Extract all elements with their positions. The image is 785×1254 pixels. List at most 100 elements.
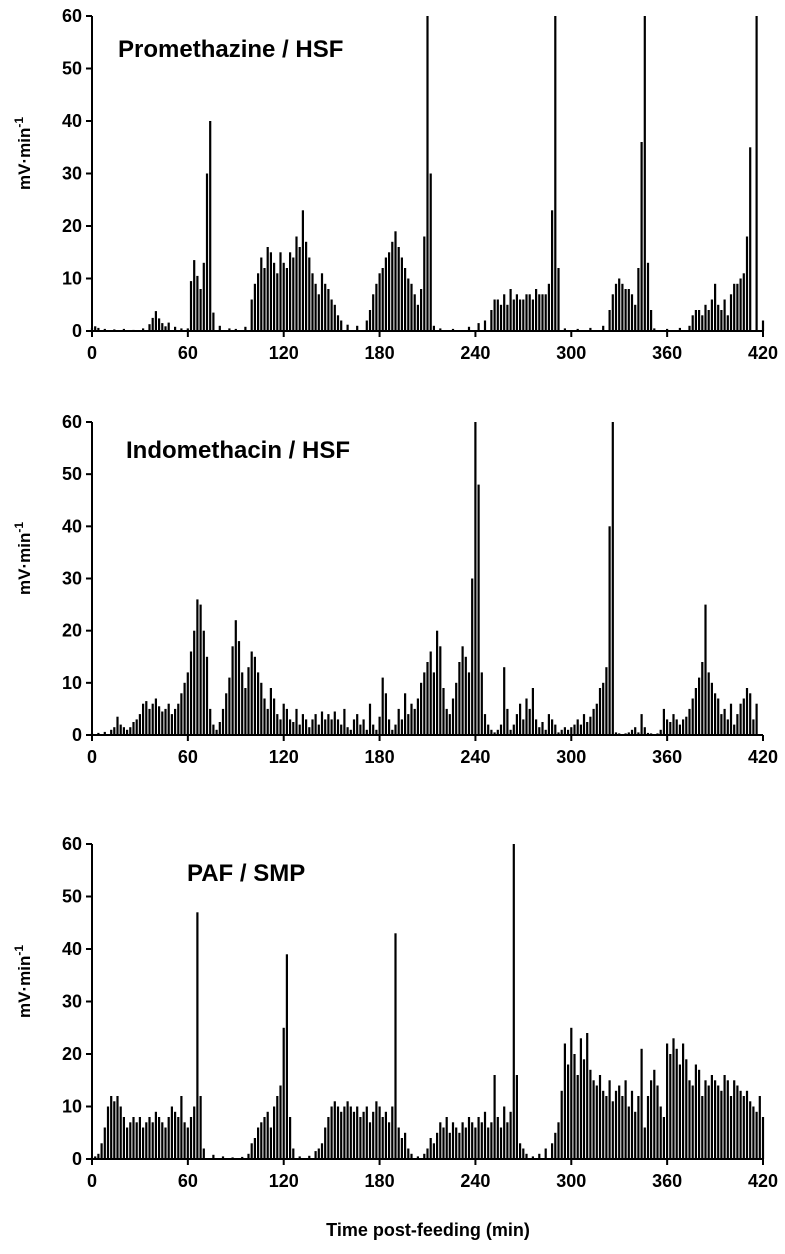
bar: [407, 278, 410, 331]
bar: [579, 724, 582, 735]
y-tick-label: 40: [62, 516, 82, 536]
y-tick-label: 0: [72, 321, 82, 341]
bar: [595, 703, 598, 735]
bar: [432, 672, 435, 735]
bar: [432, 325, 435, 332]
y-tick-label: 40: [62, 939, 82, 959]
bar: [739, 703, 742, 735]
bar: [263, 698, 266, 735]
bar: [678, 327, 681, 331]
bar: [698, 1069, 701, 1160]
bar: [551, 719, 554, 735]
bar: [314, 283, 317, 332]
bar: [707, 1085, 710, 1159]
bar: [487, 1127, 490, 1159]
bar: [279, 1085, 282, 1159]
y-tick-label: 20: [62, 216, 82, 236]
bar: [755, 1111, 758, 1160]
bar: [528, 294, 531, 332]
bar: [480, 672, 483, 735]
bar: [372, 724, 375, 735]
bar: [698, 310, 701, 331]
bar: [467, 326, 471, 331]
bar: [247, 1153, 250, 1160]
bar: [653, 1069, 656, 1160]
y-tick-label: 30: [62, 164, 82, 184]
bar: [161, 323, 164, 331]
bar: [154, 311, 157, 331]
bar: [634, 727, 637, 735]
bar: [295, 708, 298, 735]
bar: [576, 1075, 579, 1159]
bar: [266, 708, 269, 735]
bar: [97, 732, 100, 735]
bar: [113, 1101, 116, 1160]
bar: [598, 1075, 602, 1159]
bar: [621, 1096, 624, 1159]
bar: [410, 703, 413, 735]
bar: [614, 1090, 618, 1160]
bar: [416, 304, 419, 332]
bar: [761, 320, 765, 331]
bar: [317, 724, 320, 735]
bar: [608, 526, 611, 735]
bar: [250, 1143, 253, 1160]
bar: [451, 698, 455, 735]
bar: [582, 714, 586, 735]
bar: [167, 1117, 170, 1159]
bar: [269, 1127, 272, 1159]
bar: [410, 283, 413, 332]
bar: [336, 719, 340, 735]
bar: [292, 1148, 295, 1159]
bar: [426, 1148, 429, 1159]
bar: [199, 604, 202, 735]
bar: [423, 672, 426, 735]
bar: [483, 320, 487, 331]
bar: [103, 1127, 106, 1159]
bar: [576, 719, 579, 735]
chart-title: PAF / SMP: [187, 860, 305, 887]
bar: [519, 1143, 522, 1160]
bar: [407, 1148, 410, 1159]
bar: [436, 1132, 439, 1160]
bar: [416, 698, 419, 735]
bar: [538, 294, 541, 332]
bar: [260, 257, 263, 331]
bar: [110, 729, 113, 735]
bar: [560, 1090, 563, 1160]
bar: [451, 1122, 455, 1160]
bar: [174, 326, 177, 331]
bar: [129, 1122, 132, 1160]
bar: [659, 729, 662, 735]
bar: [381, 1117, 384, 1159]
bar: [710, 1075, 713, 1159]
bar: [503, 1106, 506, 1159]
bar: [682, 1043, 685, 1159]
bar: [135, 1122, 138, 1160]
bar: [142, 703, 145, 735]
bar: [538, 727, 541, 735]
bar: [378, 273, 381, 332]
y-tick-label: 60: [62, 412, 82, 432]
bar: [496, 729, 499, 735]
bar: [346, 324, 349, 331]
x-tick-label: 240: [460, 343, 490, 363]
bar: [557, 732, 560, 735]
x-tick-label: 120: [269, 343, 299, 363]
bar: [346, 1101, 349, 1160]
bar: [164, 708, 167, 735]
bar: [199, 1096, 202, 1159]
bar: [598, 688, 602, 735]
bar: [362, 719, 365, 735]
bar: [257, 273, 260, 332]
bar: [122, 328, 125, 331]
bar: [311, 719, 314, 735]
bar: [509, 289, 512, 331]
bar: [685, 1059, 688, 1160]
bar: [212, 312, 215, 331]
bar: [755, 16, 758, 331]
bar: [720, 714, 723, 735]
bar: [113, 727, 116, 735]
bar: [333, 711, 336, 735]
bar: [116, 716, 119, 735]
